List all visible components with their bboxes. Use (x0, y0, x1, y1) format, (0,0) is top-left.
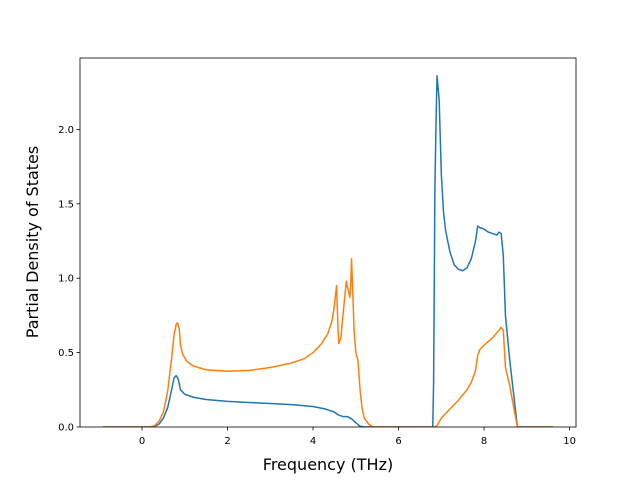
x-tick-label: 2 (224, 436, 230, 447)
y-tick-label: 0.0 (58, 423, 74, 434)
axes-frame (79, 57, 577, 428)
x-tick-label: 4 (310, 436, 316, 447)
y-tick-label: 2.0 (58, 125, 74, 136)
x-tick-label: 0 (139, 436, 145, 447)
y-axis-label: Partial Density of States (23, 146, 42, 338)
series-line-1 (102, 75, 554, 427)
series-group (102, 75, 554, 427)
y-tick-label: 0.5 (58, 348, 74, 359)
y-tick-label: 1.0 (58, 274, 74, 285)
x-tick-label: 6 (395, 436, 401, 447)
x-tick-label: 10 (563, 436, 576, 447)
y-tick-label: 1.5 (58, 199, 74, 210)
axes-group: 0 2 4 6 8 10 0.0 0.5 1.0 1.5 2.0 (58, 57, 577, 447)
x-axis-label: Frequency (THz) (263, 455, 393, 474)
series-line-2 (102, 258, 554, 427)
x-tick-label: 8 (481, 436, 487, 447)
